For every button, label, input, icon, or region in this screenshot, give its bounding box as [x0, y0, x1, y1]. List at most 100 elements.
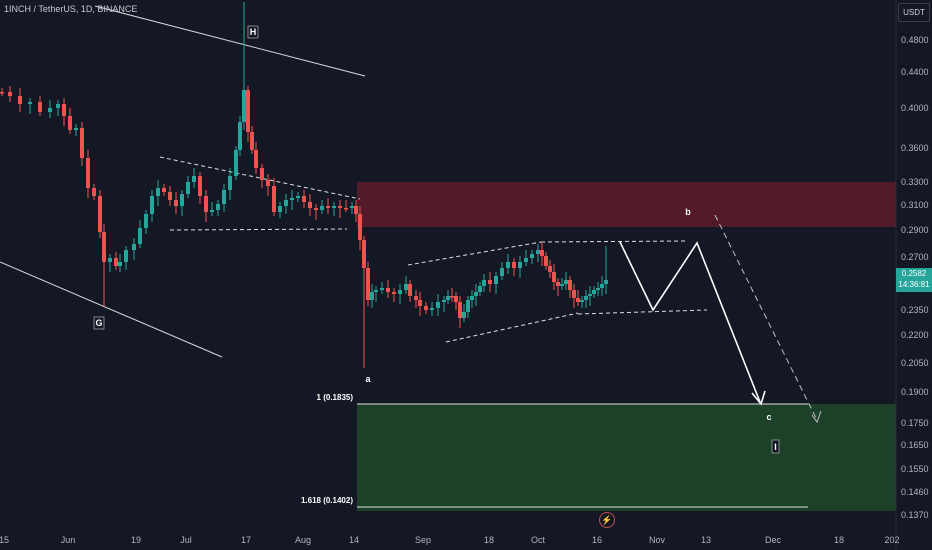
candle-body — [162, 188, 166, 192]
candle-body — [404, 284, 408, 290]
candle-body — [596, 288, 600, 290]
candle-body — [174, 200, 178, 206]
candle-body — [560, 284, 564, 286]
candles — [0, 2, 608, 368]
symbol-title: 1INCH / TetherUS, 1D, BINANCE — [4, 4, 138, 14]
last-price-value: 0.2582 — [901, 269, 927, 278]
triangle-upper-line — [159, 156, 361, 200]
triangle-lower-line — [169, 228, 348, 231]
candle-body — [332, 206, 336, 208]
candle-body — [418, 300, 422, 306]
candle-body — [0, 92, 4, 94]
candle-body — [556, 282, 560, 286]
candle-body — [246, 90, 250, 132]
candle-body — [392, 292, 396, 294]
candle-body — [494, 276, 498, 284]
candle-body — [466, 300, 470, 312]
range-top-line — [540, 240, 687, 243]
time-tick-label: 15 — [0, 535, 9, 545]
rising-channel-upper — [407, 241, 542, 266]
price-tick-label: 0.4000 — [901, 103, 929, 113]
time-tick-label: Dec — [765, 535, 782, 545]
time-tick-label: Jul — [180, 535, 192, 545]
candle-body — [296, 196, 300, 198]
candle-body — [408, 284, 412, 296]
candle-body — [308, 202, 312, 208]
candle-body — [338, 206, 342, 208]
price-tick-label: 0.2200 — [901, 330, 929, 340]
candle-body — [114, 258, 118, 266]
candle-body — [398, 290, 402, 294]
candle-body — [138, 228, 142, 244]
wave-label-c: c — [766, 412, 771, 422]
candle-body — [576, 298, 580, 302]
candle-body — [228, 176, 232, 190]
candle-body — [446, 296, 450, 300]
time-tick-label: 202 — [884, 535, 899, 545]
price-tick-label: 0.2050 — [901, 358, 929, 368]
candle-body — [506, 262, 510, 268]
candle-body — [470, 296, 474, 300]
price-tick-label: 0.1650 — [901, 440, 929, 450]
candle-body — [366, 268, 370, 300]
candle-body — [238, 122, 242, 150]
time-axis[interactable]: 15 Jun 19 Jul 17 Aug 14 Sep 18 Oct 16 Nov 13 Dec 18 202 — [0, 535, 900, 545]
candle-body — [266, 180, 270, 186]
candle-body — [500, 268, 504, 276]
wave-label-g: G — [95, 318, 102, 328]
price-tick-label: 0.2900 — [901, 225, 929, 235]
candle-body — [552, 272, 556, 282]
range-bottom-line — [577, 309, 708, 315]
price-axis[interactable]: 0.4800 0.4400 0.4000 0.3600 0.3300 0.3100 0.29… — [901, 35, 929, 520]
candle-body — [272, 186, 276, 212]
candle-body — [68, 116, 72, 130]
alt-arrowhead — [811, 410, 822, 424]
wave-label-h: H — [250, 27, 257, 37]
candle-body — [124, 250, 128, 262]
candle-body — [198, 176, 202, 196]
candle-body — [344, 208, 348, 210]
support-zone — [357, 404, 896, 511]
candle-body — [424, 306, 428, 310]
candle-body — [454, 296, 458, 302]
candle-body — [518, 262, 522, 268]
price-tick-label: 0.1900 — [901, 387, 929, 397]
candle-body — [62, 104, 66, 116]
candle-body — [278, 206, 282, 212]
candle-body — [108, 258, 112, 262]
candle-body — [436, 302, 440, 308]
candle-body — [118, 262, 122, 266]
candle-body — [56, 104, 60, 108]
currency-button[interactable]: USDT — [898, 3, 930, 22]
candle-body — [564, 280, 568, 284]
lightning-icon[interactable]: ⚡ — [599, 512, 615, 528]
time-tick-label: Aug — [295, 535, 311, 545]
candle-body — [204, 196, 208, 212]
candle-body — [302, 196, 306, 202]
wave-label-h-box — [247, 25, 259, 39]
wave-label-i: I — [774, 442, 777, 452]
time-tick-label: Jun — [61, 535, 76, 545]
price-tick-label: 0.3100 — [901, 200, 929, 210]
candle-body — [374, 290, 378, 292]
price-tick-label: 0.3300 — [901, 177, 929, 187]
candle-body — [380, 288, 384, 290]
candle-body — [242, 90, 246, 122]
time-tick-label: Sep — [415, 535, 431, 545]
candle-body — [86, 158, 90, 188]
wave-label-i-box — [771, 439, 780, 454]
fib-1618-label: 1.618 (0.1402) — [301, 496, 353, 505]
candle-body — [260, 168, 264, 180]
candle-body — [540, 250, 544, 256]
candle-body — [156, 188, 160, 196]
price-tick-label: 0.3600 — [901, 143, 929, 153]
candle-body — [150, 196, 154, 214]
candle-body — [604, 280, 608, 284]
wave-label-a: a — [365, 374, 371, 384]
projection-path — [619, 241, 761, 403]
upper-channel-line — [94, 5, 366, 77]
price-tick-label: 0.1550 — [901, 464, 929, 474]
lower-channel-line — [0, 261, 223, 358]
candle-body — [18, 96, 22, 104]
